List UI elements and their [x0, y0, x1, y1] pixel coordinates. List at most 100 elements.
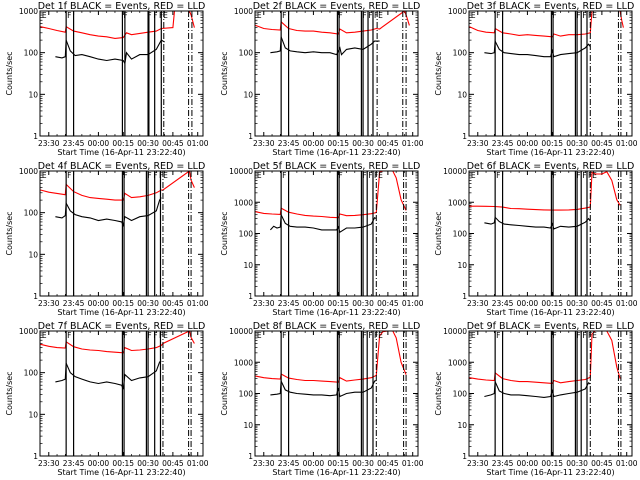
y-tick-label: 1000 [234, 198, 253, 207]
flag-label: F [159, 171, 163, 180]
flag-label: F [368, 331, 372, 340]
y-tick-label: 10 [457, 421, 467, 430]
series-events-line [484, 216, 591, 230]
x-tick-label: 00:00 [88, 299, 110, 308]
x-tick-label: 00:30 [352, 459, 374, 468]
y-axis-label: Counts/sec [434, 371, 443, 415]
y-tick-label: 1000 [234, 358, 253, 367]
series-events-line [55, 197, 162, 227]
flag-label: F [588, 11, 592, 20]
flag-label: F [123, 171, 127, 180]
x-axis-label: Start Time (16-Apr-11 23:22:40) [57, 468, 185, 477]
x-axis-label: Start Time (16-Apr-11 23:22:40) [272, 468, 400, 477]
x-tick-label: 01:00 [187, 299, 209, 308]
panel-title: Det 7f BLACK = Events, RED = LLD [38, 321, 206, 332]
flag-label: F [576, 331, 580, 340]
flag-label: F [282, 11, 286, 20]
x-tick-label: 00:45 [162, 459, 184, 468]
series-lld-line [469, 11, 624, 38]
y-tick-label: 10 [28, 250, 38, 259]
y-axis-label: Counts/sec [220, 371, 229, 415]
plot-frame [254, 330, 419, 457]
flag-label: F [368, 171, 372, 180]
x-axis-label: Start Time (16-Apr-11 23:22:40) [272, 308, 400, 317]
flag-label: F [576, 11, 580, 20]
x-tick-label: 00:15 [112, 139, 134, 148]
series-lld-line [255, 331, 407, 383]
x-tick-label: 00:00 [303, 459, 325, 468]
flag-label: F [552, 171, 556, 180]
y-tick-label: 10000 [229, 327, 253, 336]
x-tick-label: 23:45 [278, 299, 300, 308]
x-tick-label: 23:30 [38, 299, 60, 308]
y-tick-label: 10 [457, 261, 467, 270]
panel-title: Det 5f BLACK = Events, RED = LLD [253, 161, 421, 172]
flag-label: E [42, 11, 47, 20]
flag-label: E [471, 171, 476, 180]
y-axis-label: Counts/sec [5, 211, 14, 255]
panel-title: Det 6f BLACK = Events, RED = LLD [467, 161, 635, 172]
y-axis-label: Counts/sec [434, 51, 443, 95]
flag-label: F [374, 11, 378, 20]
x-tick-label: 23:45 [492, 459, 514, 468]
series-events-line [55, 360, 162, 390]
x-tick-label: 00:15 [327, 299, 349, 308]
x-tick-label: 00:00 [517, 299, 539, 308]
flag-label: E [163, 171, 168, 180]
y-tick-label: 10000 [443, 327, 467, 336]
x-tick-label: 00:30 [566, 459, 588, 468]
y-tick-label: 1000 [234, 7, 253, 16]
flag-label: E [42, 331, 47, 340]
y-tick-label: 1000 [19, 7, 38, 16]
flag-label: F [374, 331, 378, 340]
flag-label: F [282, 331, 286, 340]
x-tick-label: 23:30 [253, 139, 275, 148]
flag-label: F [67, 331, 71, 340]
flag-label: F [153, 171, 157, 180]
panel-det-6: Det 6f BLACK = Events, RED = LLD 1 10 100 10… [434, 161, 638, 317]
x-tick-label: 00:45 [591, 139, 613, 148]
x-tick-label: 01:00 [187, 459, 209, 468]
x-tick-label: 00:15 [327, 459, 349, 468]
x-tick-label: 23:30 [467, 299, 489, 308]
flag-label: E [163, 11, 168, 20]
flag-label: E [42, 171, 47, 180]
x-tick-label: 00:00 [88, 139, 110, 148]
flag-label: E [257, 331, 262, 340]
flag-label: F [552, 11, 556, 20]
x-tick-label: 00:15 [112, 459, 134, 468]
y-tick-label: 10 [28, 90, 38, 99]
x-tick-label: 00:00 [88, 459, 110, 468]
x-tick-label: 00:45 [162, 139, 184, 148]
y-axis-label: Counts/sec [220, 51, 229, 95]
x-tick-label: 00:00 [303, 139, 325, 148]
panel-title: Det 2f BLACK = Events, RED = LLD [253, 1, 421, 12]
y-tick-label: 1000 [448, 7, 467, 16]
flag-label: F [582, 11, 586, 20]
flag-label: F [147, 331, 151, 340]
plot-frame [39, 170, 204, 297]
y-tick-label: 100 [24, 49, 39, 58]
y-axis-label: Counts/sec [220, 211, 229, 255]
plot-frame [254, 10, 419, 137]
flag-label: F [338, 11, 342, 20]
x-tick-label: 23:30 [253, 299, 275, 308]
y-tick-label: 10000 [443, 167, 467, 176]
y-tick-label: 100 [24, 369, 39, 378]
flag-label: F [282, 171, 286, 180]
y-axis-label: Counts/sec [5, 51, 14, 95]
y-tick-label: 100 [239, 230, 254, 239]
y-tick-label: 1 [462, 292, 467, 301]
flag-label: F [582, 331, 586, 340]
flag-label: F [147, 11, 151, 20]
y-tick-label: 100 [453, 390, 468, 399]
x-tick-label: 01:00 [616, 459, 638, 468]
panel-det-4: Det 4f BLACK = Events, RED = LLD 1 10 100 10… [5, 161, 209, 317]
x-tick-label: 23:45 [278, 459, 300, 468]
x-tick-label: 00:30 [352, 139, 374, 148]
x-tick-label: 00:45 [591, 459, 613, 468]
x-tick-label: 00:00 [517, 139, 539, 148]
flag-label: E [592, 11, 597, 20]
y-tick-label: 1 [462, 132, 467, 141]
flag-label: F [362, 331, 366, 340]
